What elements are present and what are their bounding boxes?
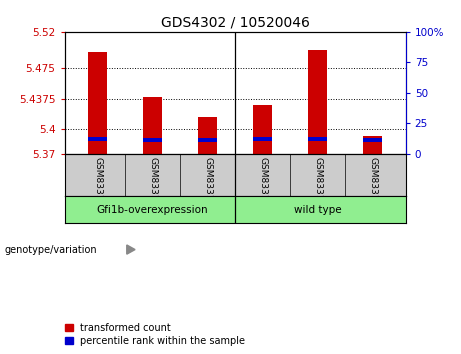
Text: GSM833181: GSM833181 xyxy=(368,157,377,212)
Text: genotype/variation: genotype/variation xyxy=(5,245,97,255)
Bar xyxy=(308,50,327,154)
Text: wild type: wild type xyxy=(294,205,342,215)
Bar xyxy=(253,105,272,154)
Bar xyxy=(308,137,327,142)
Bar xyxy=(198,117,217,154)
Text: GSM833180: GSM833180 xyxy=(148,157,157,212)
Title: GDS4302 / 10520046: GDS4302 / 10520046 xyxy=(161,15,309,29)
Bar xyxy=(143,138,162,142)
Polygon shape xyxy=(127,245,135,254)
Bar xyxy=(253,137,272,142)
Text: GSM833179: GSM833179 xyxy=(313,157,322,212)
Bar xyxy=(143,97,162,154)
Bar xyxy=(88,137,107,141)
Bar xyxy=(363,138,382,142)
Text: GSM833177: GSM833177 xyxy=(258,157,267,212)
Legend: transformed count, percentile rank within the sample: transformed count, percentile rank withi… xyxy=(65,323,245,346)
Text: GSM833182: GSM833182 xyxy=(203,157,212,212)
Text: GSM833178: GSM833178 xyxy=(93,157,102,212)
Bar xyxy=(363,136,382,154)
Text: Gfi1b-overexpression: Gfi1b-overexpression xyxy=(97,205,208,215)
Bar xyxy=(88,52,107,154)
Bar xyxy=(198,138,217,142)
